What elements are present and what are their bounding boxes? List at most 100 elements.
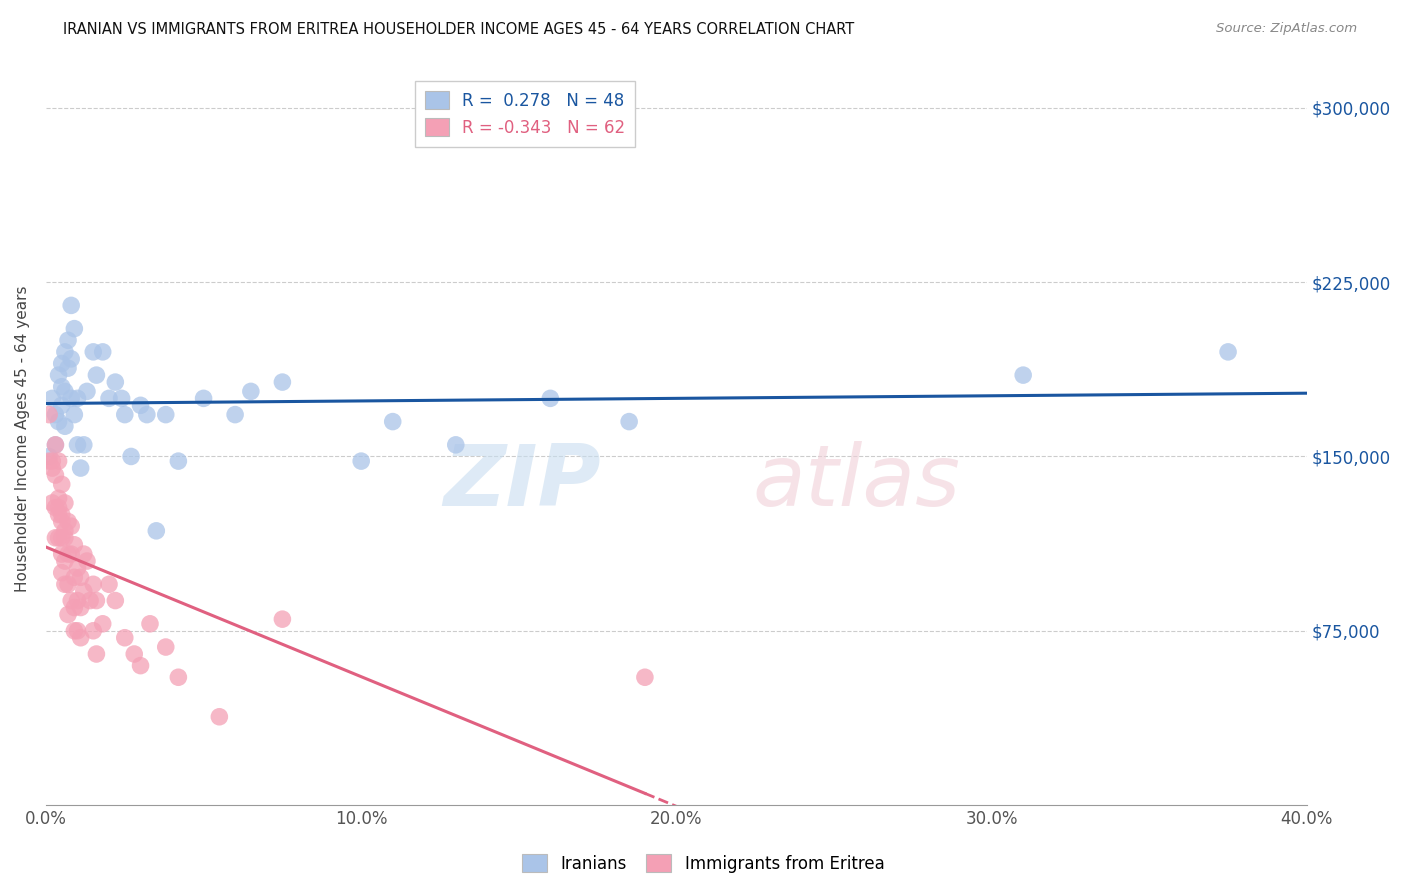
Point (56, 547, 79, 561)
Point (271, 375, 294, 389)
Point (167, 670, 190, 684)
Point (66, 392, 89, 406)
Point (53, 577, 76, 591)
Point (56, 361, 79, 376)
Point (122, 647, 145, 661)
Point (60, 547, 83, 561)
Point (48, 531, 70, 545)
Point (73, 438, 96, 452)
Text: IRANIAN VS IMMIGRANTS FROM ERITREA HOUSEHOLDER INCOME AGES 45 - 64 YEARS CORRELA: IRANIAN VS IMMIGRANTS FROM ERITREA HOUSE… (63, 22, 855, 37)
Point (73, 547, 96, 561)
Point (44, 531, 66, 545)
Point (129, 398, 152, 412)
Point (51, 531, 73, 545)
Point (82, 624, 104, 638)
Point (48, 368, 70, 383)
Point (617, 415, 640, 429)
Point (120, 450, 142, 464)
Point (111, 392, 134, 406)
Point (69, 631, 91, 645)
Point (60, 593, 83, 607)
Point (60, 519, 83, 533)
Point (66, 561, 89, 575)
Point (91, 616, 114, 631)
Point (79, 593, 101, 607)
Point (86, 647, 108, 661)
Point (98, 392, 121, 406)
Point (53, 344, 76, 359)
Point (76, 384, 98, 399)
Point (44, 438, 66, 452)
Point (53, 524, 76, 538)
Point (167, 454, 190, 468)
Point (224, 408, 246, 422)
Point (82, 577, 104, 591)
Point (66, 593, 89, 607)
Point (51, 380, 73, 394)
Point (53, 384, 76, 399)
Point (73, 584, 96, 599)
Point (48, 508, 70, 522)
Point (38, 450, 60, 464)
Point (86, 368, 108, 383)
Point (56, 515, 79, 529)
Point (193, 392, 215, 406)
Point (51, 398, 73, 412)
Text: Source: ZipAtlas.com: Source: ZipAtlas.com (1216, 22, 1357, 36)
Point (51, 508, 73, 522)
Point (60, 392, 83, 406)
Point (44, 408, 66, 422)
Point (69, 570, 91, 584)
Point (98, 577, 121, 591)
Point (63, 570, 86, 584)
Point (51, 357, 73, 371)
Point (38, 408, 60, 422)
Point (208, 710, 231, 724)
Point (271, 612, 294, 626)
Point (104, 593, 127, 607)
Point (38, 454, 60, 468)
Text: atlas: atlas (752, 442, 960, 524)
Point (145, 524, 167, 538)
Point (114, 631, 136, 645)
Point (135, 408, 157, 422)
Point (63, 538, 86, 552)
Point (44, 468, 66, 483)
Point (53, 496, 76, 510)
Point (634, 670, 657, 684)
Point (51, 566, 73, 580)
Point (66, 624, 89, 638)
Point (1012, 368, 1035, 383)
Point (48, 415, 70, 429)
Point (63, 600, 86, 615)
Point (41, 461, 63, 475)
Point (51, 477, 73, 491)
Point (53, 531, 76, 545)
Point (155, 640, 177, 654)
Text: ZIP: ZIP (443, 442, 600, 524)
Point (60, 351, 83, 366)
Point (48, 500, 70, 515)
Point (538, 392, 561, 406)
Point (63, 624, 86, 638)
Point (239, 384, 262, 399)
Point (56, 607, 79, 622)
Point (350, 454, 373, 468)
Point (53, 554, 76, 568)
Point (129, 658, 152, 673)
Point (63, 321, 86, 335)
Point (114, 408, 136, 422)
Point (51, 547, 73, 561)
Point (381, 415, 404, 429)
Point (86, 593, 108, 607)
Point (69, 461, 91, 475)
Point (41, 392, 63, 406)
Y-axis label: Householder Income Ages 45 - 64 years: Householder Income Ages 45 - 64 years (15, 285, 30, 592)
Point (1216, 344, 1239, 359)
Point (104, 375, 127, 389)
Point (41, 496, 63, 510)
Point (444, 438, 467, 452)
Point (56, 333, 79, 347)
Legend: R =  0.278   N = 48, R = -0.343   N = 62: R = 0.278 N = 48, R = -0.343 N = 62 (415, 81, 636, 147)
Point (51, 515, 73, 529)
